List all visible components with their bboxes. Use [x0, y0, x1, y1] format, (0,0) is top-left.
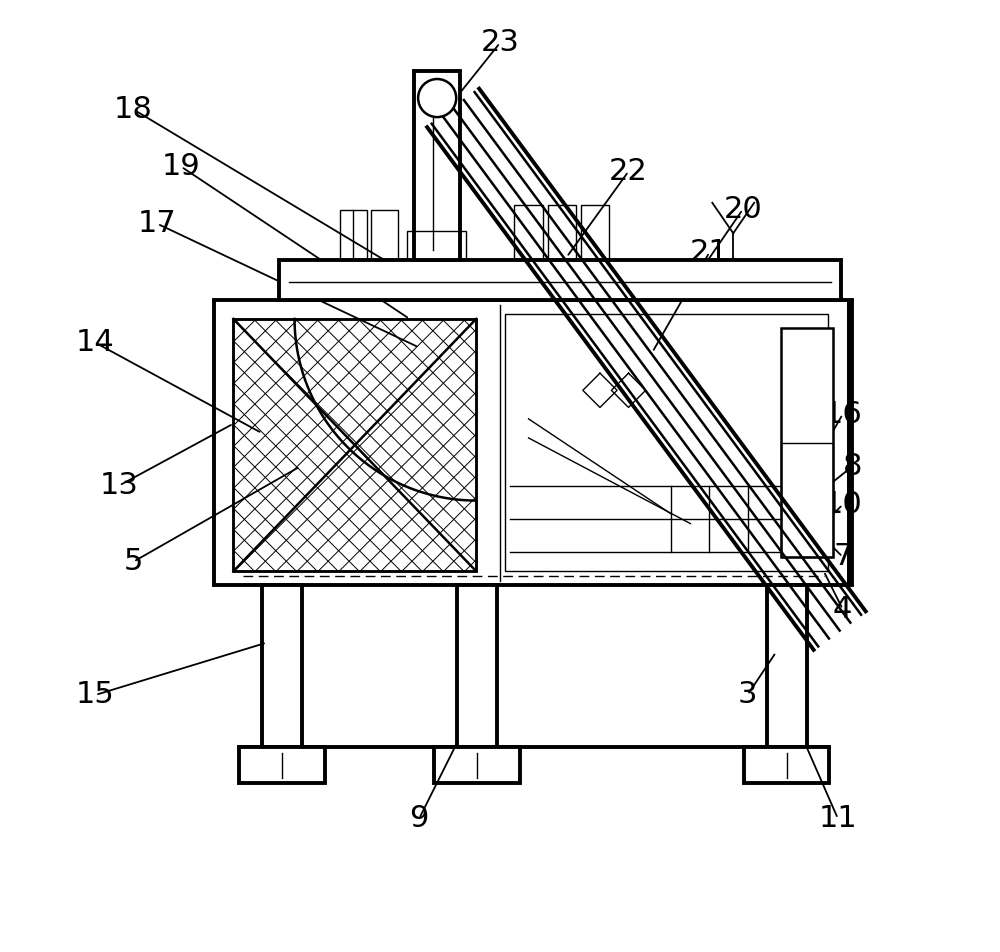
Text: 14: 14: [76, 328, 115, 357]
Text: 19: 19: [162, 152, 200, 181]
Text: 13: 13: [100, 471, 139, 500]
Text: 18: 18: [114, 95, 153, 124]
Bar: [847, 300, 852, 585]
Bar: [262, 585, 302, 747]
Text: 4: 4: [833, 595, 852, 624]
Bar: [767, 585, 807, 747]
Text: 22: 22: [609, 157, 648, 186]
Text: 7: 7: [833, 543, 852, 571]
Text: 20: 20: [723, 195, 762, 224]
Bar: [581, 205, 609, 260]
Text: 11: 11: [819, 804, 857, 833]
Bar: [781, 328, 833, 557]
Text: 17: 17: [138, 209, 177, 238]
Text: 23: 23: [481, 29, 519, 57]
Text: 5: 5: [124, 547, 143, 576]
Bar: [233, 319, 476, 571]
Bar: [505, 314, 828, 571]
Bar: [434, 747, 520, 783]
Circle shape: [418, 79, 456, 117]
Text: 9: 9: [409, 804, 429, 833]
Bar: [414, 71, 460, 260]
Text: 8: 8: [842, 452, 862, 481]
Text: 21: 21: [690, 238, 729, 267]
Bar: [514, 205, 543, 260]
Bar: [744, 747, 829, 783]
Text: 10: 10: [823, 490, 862, 519]
Text: 15: 15: [76, 681, 115, 709]
Bar: [457, 585, 497, 747]
Bar: [239, 747, 325, 783]
Bar: [279, 260, 841, 300]
Bar: [781, 443, 833, 557]
Text: 3: 3: [738, 681, 757, 709]
Bar: [214, 300, 852, 585]
Bar: [233, 319, 476, 571]
Text: 16: 16: [823, 400, 862, 428]
Bar: [371, 210, 398, 260]
Bar: [548, 205, 576, 260]
Bar: [340, 210, 367, 260]
Bar: [407, 231, 466, 260]
